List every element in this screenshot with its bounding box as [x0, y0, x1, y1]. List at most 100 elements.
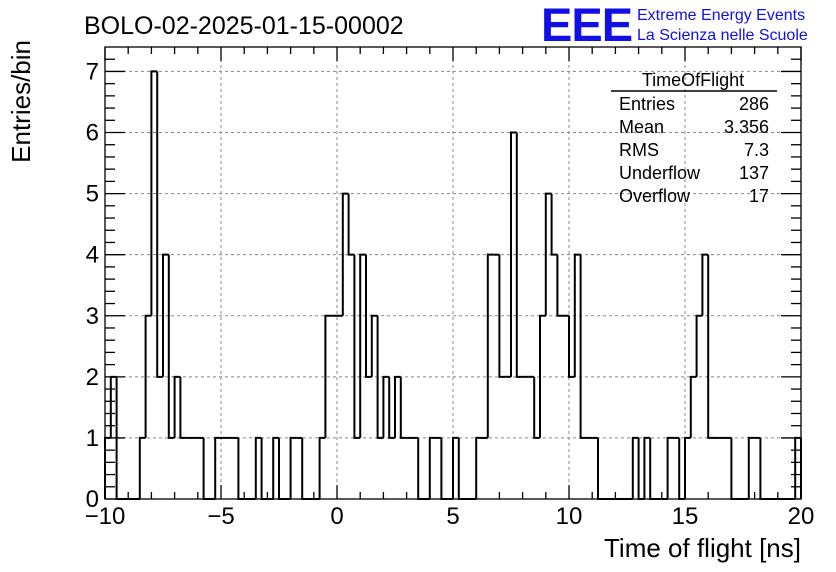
histogram-bin: [359, 253, 366, 438]
histogram-bin: [376, 315, 384, 439]
x-tick-label: −5: [207, 503, 234, 530]
chart-title: BOLO-02-2025-01-15-00002: [84, 12, 404, 40]
histogram-bin: [550, 193, 558, 256]
y-tick-label: 0: [86, 486, 99, 513]
histogram-bin: [399, 376, 407, 439]
histogram-bins: [104, 70, 802, 500]
y-axis: 0 1 2 3 4 5 6 7: [86, 58, 801, 513]
x-axis-label: Time of flight [ns]: [604, 533, 801, 563]
histogram-bin: [260, 437, 268, 500]
histogram-bin: [631, 436, 639, 499]
histogram-bin: [701, 253, 709, 316]
histogram-bin: [573, 253, 581, 377]
histogram-bin: [162, 253, 169, 377]
histogram-bin: [539, 314, 546, 438]
x-tick-label: 5: [446, 503, 459, 530]
y-tick-label: 2: [86, 364, 99, 391]
histogram-bin: [347, 193, 355, 256]
y-tick-label: 7: [86, 58, 99, 85]
grid: [105, 47, 801, 499]
histogram-bin: [179, 376, 187, 439]
histogram-bin: [167, 254, 175, 439]
histogram-bin: [684, 436, 691, 499]
histogram-bin: [173, 375, 181, 438]
histogram-bin: [544, 192, 552, 316]
histogram-bin: [318, 436, 326, 499]
histogram-bin: [498, 254, 506, 378]
histogram-bin: [156, 71, 163, 378]
histogram-bin: [428, 436, 436, 499]
histogram-bin: [365, 254, 372, 378]
histogram-bin: [394, 375, 401, 438]
histogram-bin: [440, 437, 448, 500]
y-tick-label: 1: [86, 425, 99, 452]
histogram-bin: [150, 70, 158, 316]
histogram-bin: [707, 254, 714, 439]
x-tick-label: 10: [556, 503, 583, 530]
histogram-bin: [643, 436, 651, 499]
histogram-bin: [689, 375, 697, 438]
histogram-bin: [510, 131, 517, 377]
histogram-bin: [475, 436, 482, 499]
histogram-bin: [324, 314, 332, 438]
histogram-bin: [214, 436, 221, 499]
stats-row-label: RMS: [619, 140, 659, 160]
stats-row-value: 7.3: [744, 140, 769, 160]
histogram-bin: [649, 437, 656, 500]
histogram-bin: [353, 254, 361, 439]
histogram-bin: [237, 437, 245, 500]
histogram-bin: [382, 375, 390, 438]
stats-row-label: Entries: [619, 94, 675, 114]
stats-row-value: 3.356: [724, 117, 769, 137]
logo-mark: EEE: [541, 0, 632, 51]
stats-row-value: 286: [739, 94, 769, 114]
histogram-bin: [202, 437, 210, 500]
y-tick-label: 5: [86, 181, 99, 208]
y-axis-label: Entries/bin: [6, 40, 36, 163]
histogram-bin: [370, 314, 378, 377]
histogram-bin: [289, 436, 297, 499]
x-tick-label: 0: [330, 503, 343, 530]
histogram-bin: [388, 376, 395, 439]
histogram-bin: [695, 314, 703, 377]
histogram-bin: [254, 436, 262, 499]
x-tick-label: 20: [788, 503, 815, 530]
histogram-bin: [597, 437, 604, 500]
histogram-bin: [666, 436, 674, 499]
stats-box: TimeOfFlight Entries 286 Mean 3.356 RMS 7.3 Un…: [611, 70, 777, 206]
stats-row-value: 17: [749, 186, 769, 206]
histogram-bin: [144, 314, 152, 438]
histogram-bin: [278, 437, 285, 500]
histogram-bin: [272, 436, 279, 499]
histogram-bin: [341, 192, 349, 316]
x-tick-label: 15: [672, 503, 699, 530]
y-tick-label: 6: [86, 120, 99, 147]
stats-row-value: 137: [739, 163, 769, 183]
x-axis: −10 −5 0 5 10 15 20: [85, 47, 815, 530]
histogram-bin: [301, 437, 308, 500]
histogram-bin: [486, 253, 494, 438]
stats-row-label: Overflow: [619, 186, 691, 206]
histogram-bin: [417, 437, 424, 500]
histogram-bin: [457, 437, 465, 500]
histogram-bin: [568, 315, 575, 378]
stats-row-label: Mean: [619, 117, 664, 137]
histogram-bin: [452, 436, 459, 499]
histogram-bin: [759, 437, 767, 500]
x-tick-label: −10: [85, 503, 126, 530]
histogram-bin: [104, 436, 111, 499]
stats-title: TimeOfFlight: [642, 70, 744, 90]
y-tick-label: 4: [86, 242, 99, 269]
histogram-bin: [579, 254, 587, 439]
histogram-bin: [556, 254, 564, 317]
logo-line-1: Extreme Energy Events: [637, 7, 805, 24]
eee-logo: EEE Extreme Energy Events La Scienza nel…: [541, 0, 808, 51]
y-tick-label: 3: [86, 303, 99, 330]
stats-row-label: Underflow: [619, 163, 701, 183]
histogram-bin: [515, 132, 523, 378]
histogram-bin: [138, 436, 146, 499]
histogram-bin: [533, 376, 540, 439]
logo-line-2: La Scienza nelle Scuole: [637, 27, 808, 44]
histogram-bin: [747, 436, 755, 499]
